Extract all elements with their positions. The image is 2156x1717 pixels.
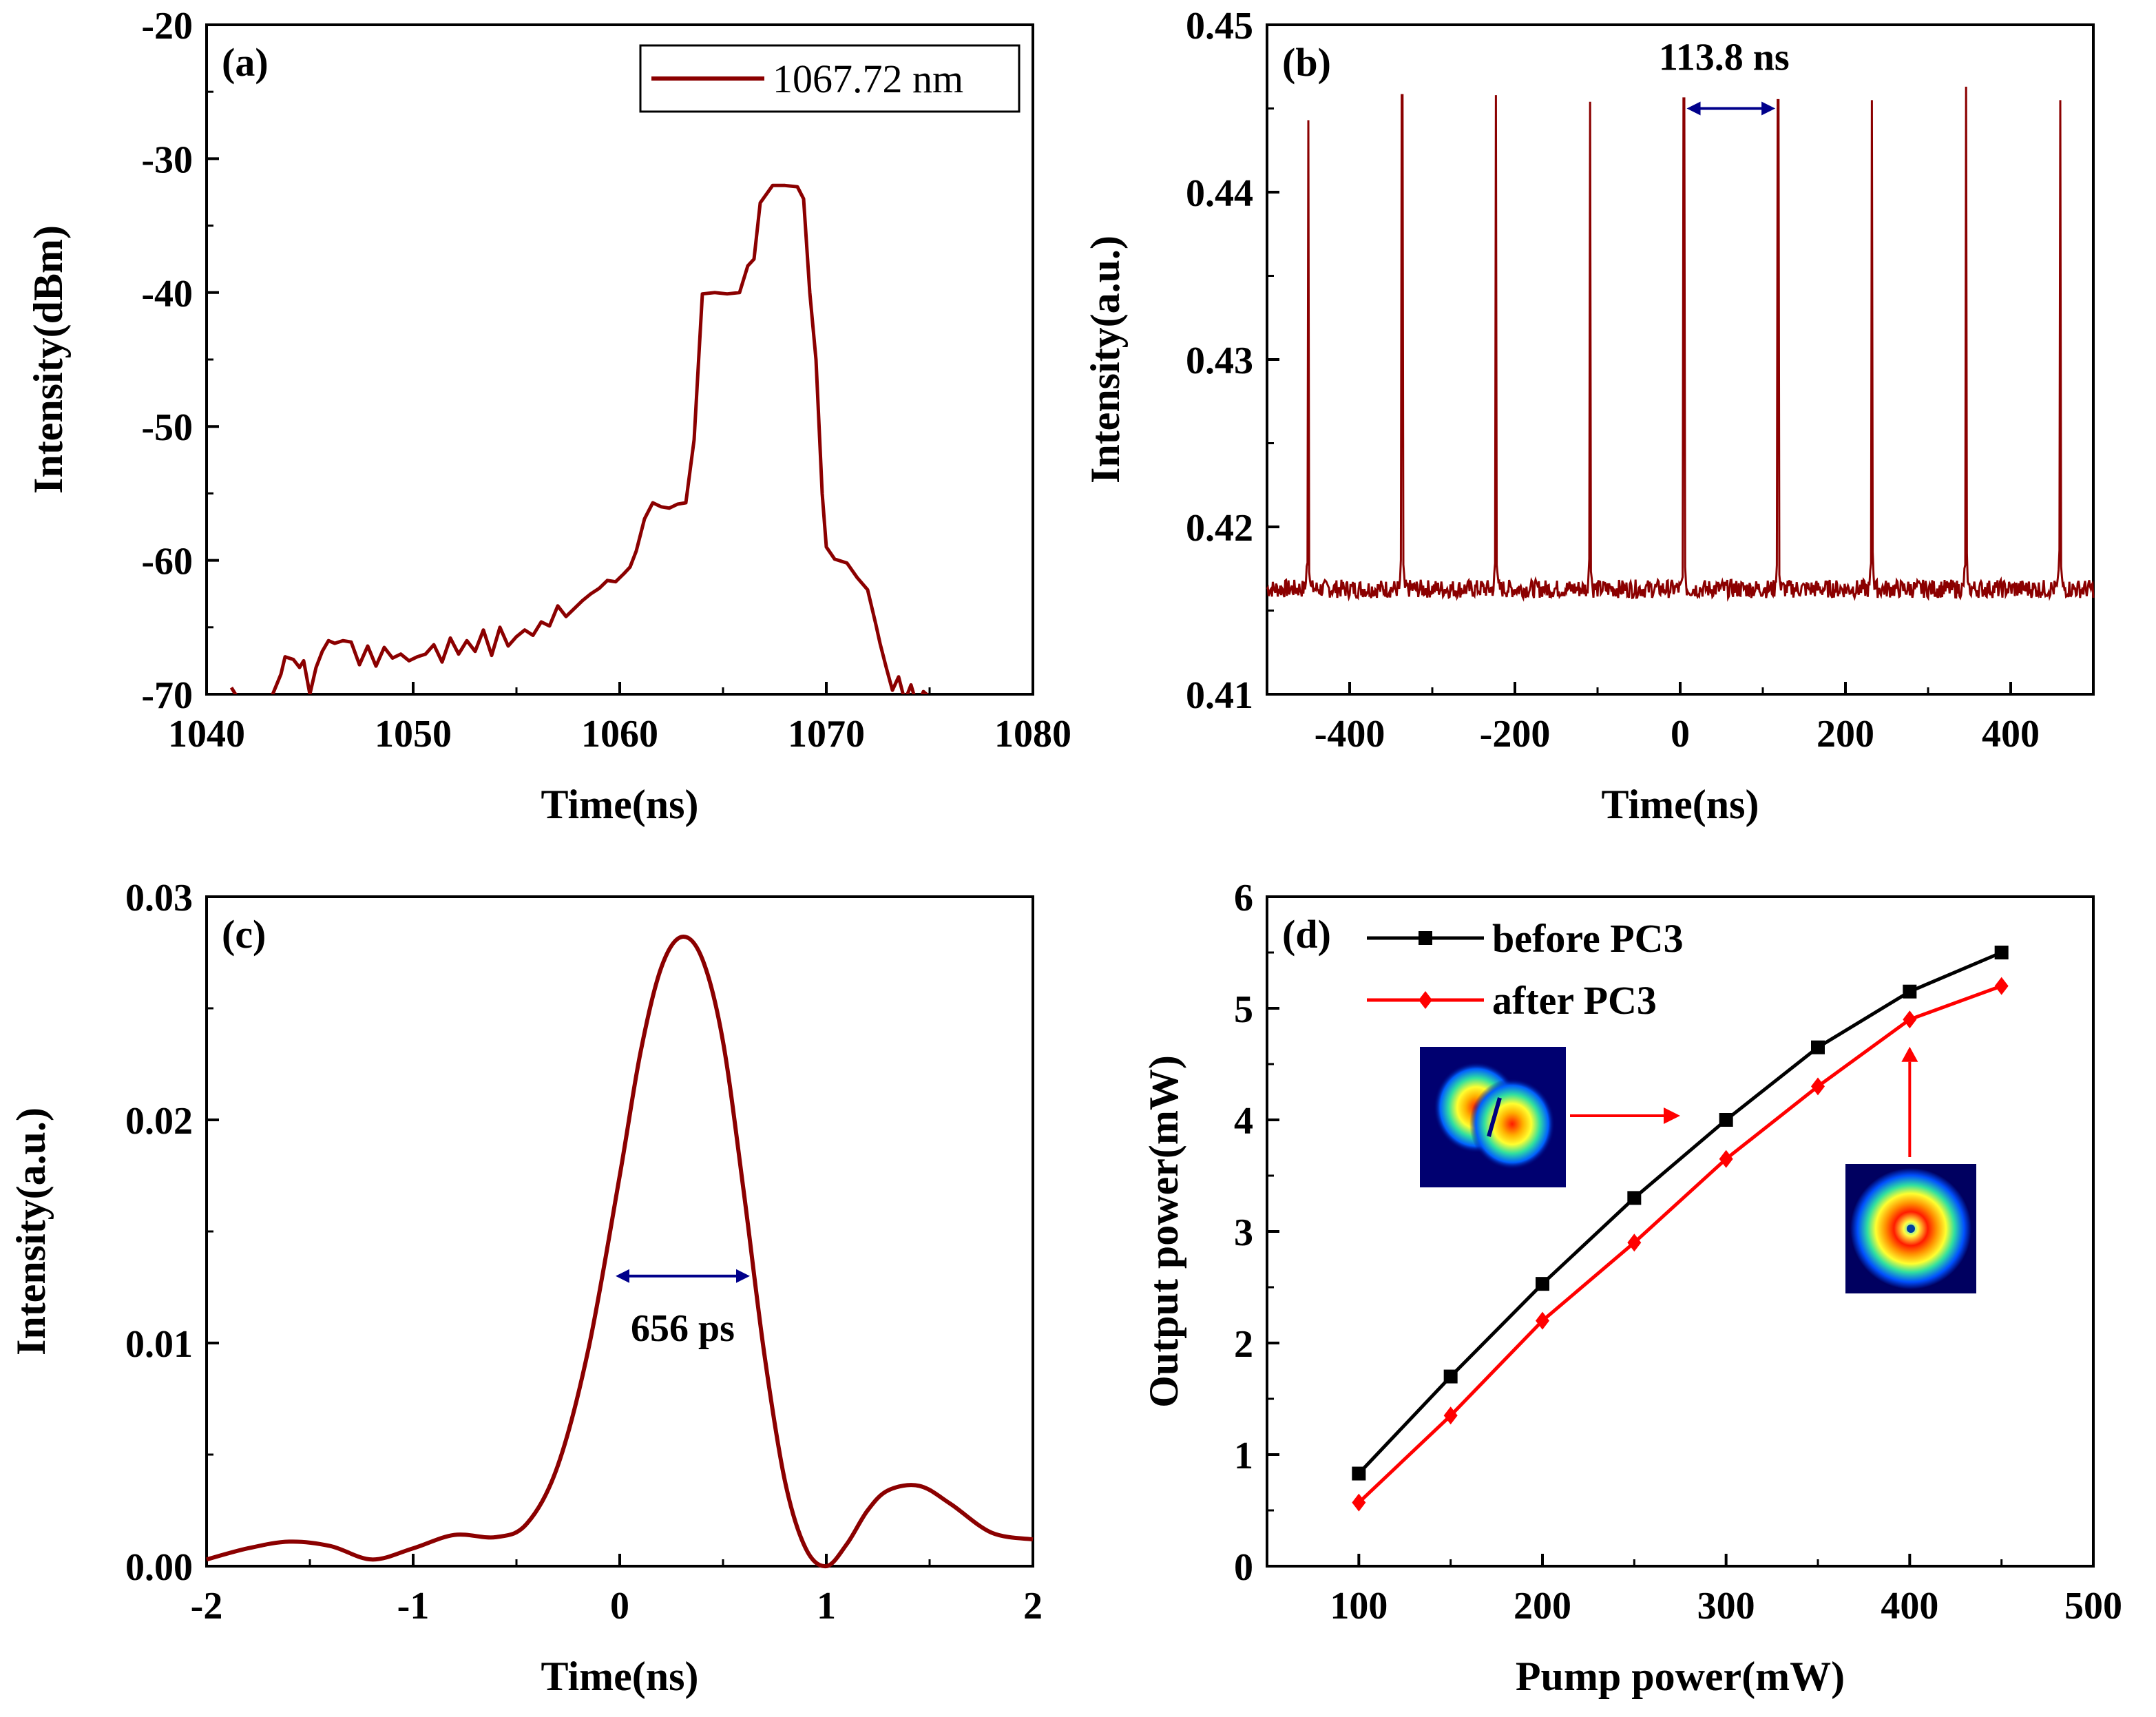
y-axis-title: Intensity(dBm) [25,225,71,494]
period-arrow-head-right [1761,101,1776,116]
plot-frame [205,23,1034,696]
series-line-pulse-train [1266,86,2095,602]
period-arrow-head-left [1686,101,1701,116]
data-point-before-pc3 [1994,946,2009,959]
x-tick-label: 400 [1982,713,2040,756]
x-tick-label: 1050 [375,713,452,756]
y-tick-label: 0.41 [1186,674,1253,717]
fwhm-arrow-head-left [616,1269,629,1283]
x-tick-label: -200 [1480,713,1551,756]
panel-b-chart: -400 -200 0 200 400 0.41 0.42 0.43 0.44 0.45 Time(… [1082,5,2095,827]
x-axis-title: Time(ns) [541,1654,699,1699]
panel-label: (c) [222,912,266,957]
plot-frame [205,895,1034,1568]
y-tick-label: -30 [141,138,193,181]
x-tick-label: -1 [397,1585,430,1627]
data-point-after-pc3 [1994,977,2009,995]
y-tick-label: 0 [1234,1546,1253,1589]
y-tick-label: 0.42 [1186,507,1253,550]
x-tick-label: 1060 [581,713,658,756]
data-point-after-pc3 [1627,1234,1642,1252]
data-point-before-pc3 [1443,1369,1458,1384]
x-tick-label: 1080 [994,713,1071,756]
legend-marker-after-pc3 [1419,991,1432,1009]
y-tick-label: -70 [141,674,193,717]
y-tick-label: 0.01 [125,1323,193,1366]
panel-d-chart: 100 200 300 400 500 0 1 2 3 4 5 6 Pump power(mW) Outp… [1141,877,2122,1699]
y-tick-label: 4 [1234,1100,1253,1143]
x-tick-label: 1040 [168,713,245,756]
y-axis-title: Intensity(a.u.) [8,1107,54,1355]
x-tick-label: 300 [1697,1585,1755,1627]
y-tick-label: -20 [141,5,193,48]
data-point-after-pc3 [1536,1311,1549,1330]
legend-label-before-pc3: before PC3 [1492,916,1684,961]
x-tick-label: 500 [2064,1585,2122,1627]
x-tick-label: -400 [1315,713,1385,756]
y-tick-label: 1 [1234,1435,1253,1477]
data-point-after-pc3 [1443,1406,1458,1425]
x-tick-label: 1 [817,1585,836,1627]
y-tick-label: 0.02 [125,1100,193,1143]
y-tick-label: 2 [1234,1323,1253,1366]
donut-center [1907,1225,1915,1233]
y-tick-label: 0.45 [1186,5,1253,48]
x-tick-label: 100 [1330,1585,1388,1627]
data-point-before-pc3 [1719,1113,1733,1127]
y-tick-label: 0.00 [125,1546,193,1589]
inset-arrow-head [1664,1107,1680,1124]
y-tick-label: -60 [141,541,193,583]
x-tick-label: 1070 [788,713,865,756]
x-tick-label: 0 [1671,713,1690,756]
data-point-after-pc3 [1352,1493,1366,1512]
period-annotation: 113.8 ns [1659,37,1790,79]
x-tick-label: 2 [1023,1585,1043,1627]
series-line-before-pc3 [1357,950,2002,1475]
panel-label: (a) [222,40,269,85]
data-point-before-pc3 [1627,1191,1642,1205]
y-tick-label: 0.44 [1186,172,1253,215]
panel-label: (b) [1282,40,1331,85]
legend-label-after-pc3: after PC3 [1492,978,1657,1023]
data-point-after-pc3 [1903,1010,1917,1029]
x-axis-title: Time(ns) [541,782,699,827]
data-point-after-pc3 [1811,1077,1825,1096]
y-tick-label: 3 [1234,1211,1253,1254]
legend-label: 1067.72 nm [773,56,963,101]
data-point-before-pc3 [1811,1040,1825,1054]
y-tick-label: 0.03 [125,877,193,919]
y-tick-label: 6 [1234,877,1253,919]
panel-a-chart: 1040 1050 1060 1070 1080 -70 -60 -50 -40 -30 -20 Ti… [25,5,1071,827]
x-tick-label: 200 [1514,1585,1571,1627]
fwhm-arrow-head-right [736,1269,750,1283]
x-tick-label: 400 [1881,1585,1938,1627]
fwhm-annotation: 656 ps [631,1307,735,1350]
y-tick-label: 0.43 [1186,340,1253,382]
y-tick-label: -40 [141,273,193,315]
inset-arrow-vertical-head [1901,1046,1918,1062]
mode-node-line [1487,1097,1502,1137]
mode-lobe-right [1469,1079,1555,1169]
panel-label: (d) [1282,912,1331,957]
y-axis-title: Intensity(a.u.) [1082,236,1128,483]
x-axis-title: Pump power(mW) [1516,1654,1845,1699]
data-point-before-pc3 [1903,984,1917,999]
data-point-before-pc3 [1536,1277,1549,1291]
series-line-after-pc3 [1357,984,2002,1504]
y-tick-label: -50 [141,406,193,449]
x-tick-label: 0 [610,1585,629,1627]
y-axis-title: Output power(mW) [1141,1055,1186,1408]
x-axis-title: Time(ns) [1602,782,1759,827]
y-tick-label: 5 [1234,988,1253,1031]
x-tick-label: 200 [1817,713,1874,756]
series-line-1067-72nm [229,183,930,694]
data-point-after-pc3 [1719,1149,1733,1168]
data-point-before-pc3 [1352,1466,1366,1481]
legend-marker-before-pc3 [1419,931,1432,945]
series-line-pulse-profile [206,935,1034,1569]
x-tick-label: -2 [191,1585,223,1627]
panel-c-chart: -2 -1 0 1 2 0.00 0.01 0.02 0.03 Time(ns) Intensity… [8,877,1043,1699]
